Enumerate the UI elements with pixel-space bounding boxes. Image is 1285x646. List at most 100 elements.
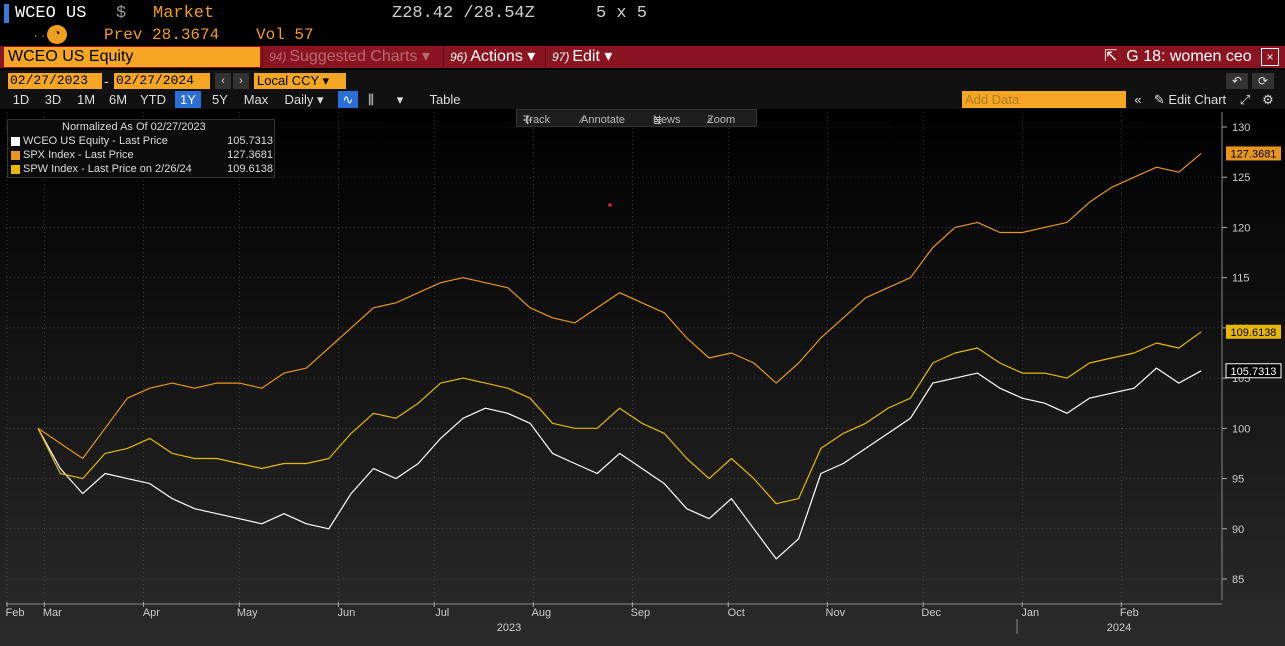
legend-value-spx: 127.3681	[227, 149, 273, 161]
legend-label-spx: SPX Index - Last Price	[23, 149, 134, 161]
series-line-spx	[37, 152, 1202, 460]
chart-toolbar: 1D 3D 1M 6M YTD 1Y 5Y Max Daily ▾ ∿ ⫼ ▾ …	[0, 90, 1285, 109]
last-value-spw-group: 109.6138	[1226, 324, 1281, 339]
y-tick-label: 130	[1232, 122, 1250, 134]
vol-label: Vol	[256, 26, 285, 44]
y-tick-label: 85	[1232, 574, 1244, 586]
series-lines	[37, 152, 1202, 560]
x-month-label: Jul	[435, 607, 449, 619]
x-month-label: May	[237, 607, 258, 619]
date-separator: -	[104, 73, 109, 89]
x-month-label: Aug	[532, 607, 552, 619]
news-icon: ≣	[653, 115, 663, 127]
frequency-select[interactable]: Daily ▾	[284, 92, 324, 107]
track-icon: ✢	[523, 115, 533, 127]
y-tick-label: 125	[1232, 172, 1250, 184]
period-5y[interactable]: 5Y	[212, 92, 228, 107]
gauge-icon[interactable]: ◔	[47, 25, 67, 44]
period-1m[interactable]: 1M	[76, 92, 96, 107]
zoom-label: Zoom	[707, 114, 736, 126]
period-3d[interactable]: 3D	[44, 92, 62, 107]
period-1y[interactable]: 1Y	[175, 91, 201, 108]
y-tick-label: 120	[1232, 222, 1250, 234]
y-tick-label: 95	[1232, 474, 1244, 486]
edit-chart-button[interactable]: ✎ Edit Chart	[1153, 92, 1227, 107]
bid-ask-size: 5 x 5	[596, 4, 648, 23]
security-field[interactable]: WCEO US Equity	[4, 47, 260, 67]
period-ytd[interactable]: YTD	[140, 92, 166, 107]
currency-label: $	[116, 4, 127, 23]
y-tick-label: 110	[1232, 323, 1250, 335]
legend-label-spw: SPW Index - Last Price on 2/26/24	[23, 163, 192, 175]
close-icon[interactable]: ×	[1261, 48, 1279, 66]
external-link-icon: ⇱	[1104, 48, 1118, 65]
y-tick-label: 115	[1232, 273, 1250, 285]
currency-select[interactable]: Local CCY ▾	[254, 73, 346, 89]
bar-chart-icon[interactable]: ⫼	[368, 92, 374, 107]
last-value-spx-box	[1226, 146, 1281, 161]
chart-legend[interactable]: Normalized As Of 02/27/2023 WCEO US Equi…	[7, 119, 275, 178]
next-period-button[interactable]: ›	[233, 73, 249, 89]
edit-menu[interactable]: 97) Edit ▾	[545, 47, 623, 67]
x-month-label: Feb	[6, 607, 25, 619]
grid-lines	[6, 112, 1222, 602]
x-month-label: Sep	[631, 607, 651, 619]
x-year-label-2023: 2023	[497, 622, 521, 634]
legend-swatch-spx	[11, 150, 20, 160]
add-data-input[interactable]: Add Data	[962, 91, 1126, 108]
chart-title: G 18: women ceo	[1126, 48, 1252, 65]
last-value-wceo-box	[1225, 363, 1282, 379]
legend-item-wceo[interactable]: WCEO US Equity - Last Price 105.7313	[11, 134, 273, 148]
legend-label-wceo: WCEO US Equity - Last Price	[23, 135, 168, 147]
series-line-wceo	[37, 367, 1202, 560]
period-1d[interactable]: 1D	[12, 92, 30, 107]
start-date-input[interactable]: 02/27/2023	[8, 73, 102, 89]
end-date-input[interactable]: 02/27/2024	[114, 73, 210, 89]
legend-item-spx[interactable]: SPX Index - Last Price 127.3681	[11, 148, 273, 162]
x-month-label: Jun	[337, 607, 355, 619]
legend-value-wceo: 105.7313	[227, 135, 273, 147]
bid-ask-quote: Z28.42 /28.54Z	[392, 4, 535, 23]
edit-label: Edit	[572, 48, 600, 65]
last-value-spw: 109.6138	[1231, 327, 1277, 339]
prev-label: Prev	[104, 26, 143, 44]
chart-type-dropdown-icon[interactable]: ▾	[396, 92, 404, 107]
chart-title-link[interactable]: ⇱ G 18: women ceo	[1104, 47, 1252, 67]
ticker-label[interactable]: WCEO US	[4, 4, 86, 23]
period-6m[interactable]: 6M	[108, 92, 128, 107]
suggested-num: 94)	[269, 50, 287, 64]
collapse-icon[interactable]: «	[1134, 92, 1142, 107]
volume: Vol 57	[256, 26, 314, 44]
cursor-marker	[608, 203, 612, 207]
resize-icon[interactable]: ⤢	[1239, 92, 1251, 107]
y-tick-label: 100	[1232, 423, 1250, 435]
y-tick-label: 105	[1232, 373, 1250, 385]
legend-value-spw: 109.6138	[227, 163, 273, 175]
y-axis: 85 90 95 100 105 110 115 120 125 130	[1221, 112, 1250, 600]
chart-tools-bar: ✢ Track ⁄ Annotate ≣ News ⌕ Zoom	[516, 109, 757, 127]
edit-num: 97)	[552, 50, 570, 64]
x-year-label-2024: 2024	[1107, 622, 1131, 634]
prev-value: 28.3674	[152, 26, 220, 44]
legend-item-spw[interactable]: SPW Index - Last Price on 2/26/24 109.61…	[11, 162, 273, 176]
quote-subheader: .... ◔ Prev 28.3674 Vol 57	[0, 24, 1285, 45]
x-month-label: Oct	[728, 607, 745, 619]
line-chart-icon[interactable]: ∿	[338, 91, 358, 108]
actions-menu[interactable]: 96) Actions ▾	[443, 47, 543, 67]
table-button[interactable]: Table	[429, 92, 461, 107]
last-value-spw-box	[1226, 324, 1281, 339]
period-max[interactable]: Max	[243, 92, 269, 107]
menu-bar: WCEO US Equity 94) Suggested Charts ▾ 96)…	[0, 46, 1285, 68]
settings-gear-icon[interactable]: ⚙	[1262, 92, 1274, 107]
market-label: Market	[153, 4, 215, 23]
suggested-charts-menu[interactable]: 94) Suggested Charts ▾	[262, 47, 442, 67]
y-tick-label: 90	[1232, 524, 1244, 536]
actions-label: Actions	[470, 48, 523, 65]
refresh-icon[interactable]: ⟳	[1252, 73, 1274, 89]
quote-header: WCEO US $ Market Z28.42 /28.54Z 5 x 5	[0, 0, 1285, 27]
magnifier-icon: ⌕	[707, 114, 714, 126]
x-month-label: Apr	[143, 607, 160, 619]
prev-period-button[interactable]: ‹	[215, 73, 231, 89]
undo-icon[interactable]: ↶	[1226, 73, 1248, 89]
frequency-label: Daily	[284, 92, 314, 107]
